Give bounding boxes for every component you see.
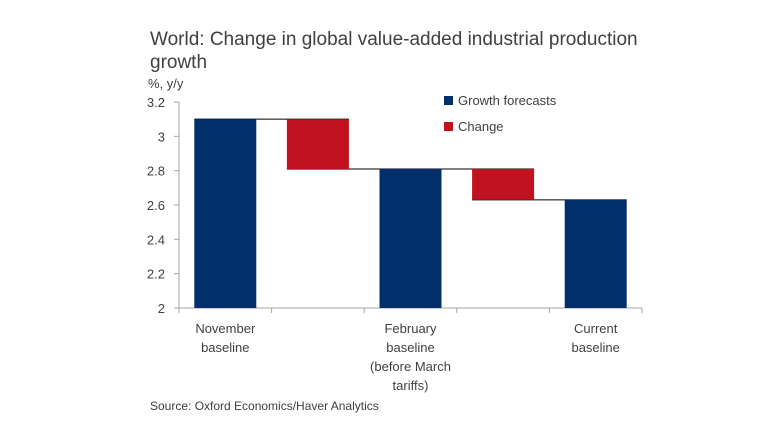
y-tick-label: 2.4 <box>147 232 165 247</box>
y-tick-label: 3 <box>158 129 165 144</box>
legend-label: Change <box>458 119 504 134</box>
y-axis-unit-label: %, y/y <box>148 76 184 91</box>
source-note: Source: Oxford Economics/Haver Analytics <box>150 399 379 413</box>
x-category-label: baseline <box>571 340 619 355</box>
x-category-label: Current <box>574 321 618 336</box>
y-tick-label: 2.2 <box>147 267 165 282</box>
bar-change <box>472 168 535 200</box>
x-category-label: November <box>195 321 256 336</box>
x-category-label: baseline <box>201 340 249 355</box>
y-tick-label: 2.6 <box>147 198 165 213</box>
bar-change <box>286 119 349 169</box>
legend-swatch <box>444 96 453 105</box>
legend-swatch <box>444 122 453 131</box>
y-tick-label: 2 <box>158 301 165 316</box>
x-category-label: February <box>384 321 437 336</box>
bar-growth-forecast <box>379 168 442 308</box>
bar-growth-forecast <box>564 199 627 308</box>
y-tick-label: 3.2 <box>147 95 165 110</box>
x-category-label: tariffs) <box>393 378 429 393</box>
legend-label: Growth forecasts <box>458 93 557 108</box>
y-tick-label: 2.8 <box>147 164 165 179</box>
x-category-label: (before March <box>370 359 451 374</box>
bar-growth-forecast <box>194 119 257 309</box>
chart-title: World: Change in global value-added indu… <box>150 29 638 73</box>
x-category-label: baseline <box>386 340 434 355</box>
